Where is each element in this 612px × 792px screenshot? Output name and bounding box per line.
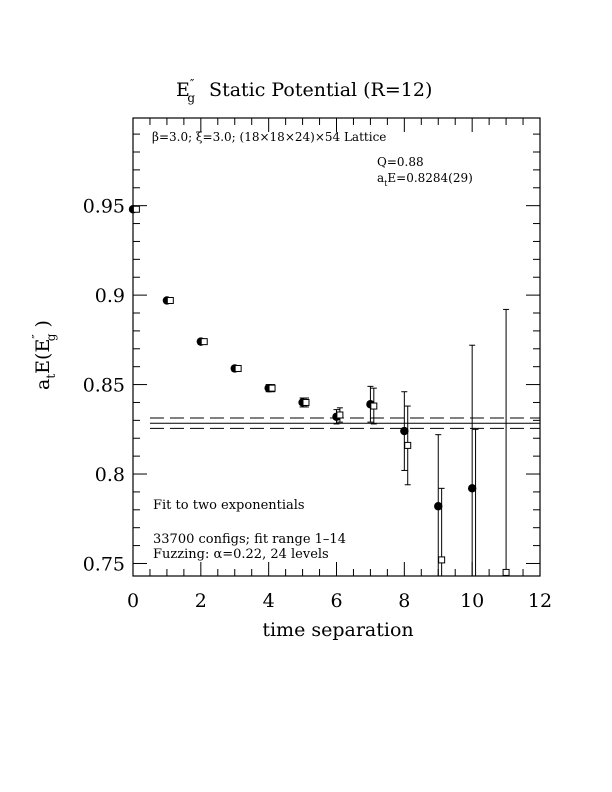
title-prime: ″ xyxy=(190,77,195,91)
y-tick-label: 0.95 xyxy=(83,196,125,218)
data-point-open xyxy=(438,556,446,564)
data-point-open xyxy=(404,441,412,449)
title-rest: Static Potential (R=12) xyxy=(209,79,432,101)
chart-title: E″ g Static Potential (R=12) xyxy=(176,77,432,105)
data-point-filled xyxy=(434,502,443,511)
data-point-open xyxy=(302,398,310,406)
ylabel-t: t xyxy=(44,374,58,379)
title-prefix: E xyxy=(176,79,190,101)
ylabel-e: E(E xyxy=(32,339,54,374)
ylabel-a: a xyxy=(32,379,54,390)
annotation-fit-value: atE=0.8284(29) xyxy=(377,171,473,188)
data-point-open xyxy=(166,296,174,304)
x-tick-label: 4 xyxy=(263,590,275,612)
y-tick-label: 0.9 xyxy=(95,285,125,307)
annotation-fit-desc: Fit to two exponentials xyxy=(153,498,305,513)
x-tick-label: 10 xyxy=(460,590,484,612)
annotation-q: Q=0.88 xyxy=(377,155,424,169)
y-tick-label: 0.8 xyxy=(95,464,125,486)
x-tick-label: 2 xyxy=(195,590,207,612)
data-point-open xyxy=(234,364,242,372)
ylabel-g: g xyxy=(44,333,58,341)
x-tick-label: 6 xyxy=(330,590,342,612)
data-point-filled xyxy=(400,426,409,436)
y-tick-label: 0.75 xyxy=(83,553,125,575)
fit-rest: E=0.8284(29) xyxy=(387,171,472,185)
title-sub: g xyxy=(187,91,195,105)
data-point-open xyxy=(336,411,344,419)
y-axis-label: atE(E″g) xyxy=(30,320,58,390)
x-tick-label: 0 xyxy=(127,590,139,612)
ylabel-prime: ″ xyxy=(30,334,44,339)
plot-area: 0 2 4 6 8 10 12 0.75 0.8 0.85 0.9 0.95 xyxy=(83,117,552,612)
annotation-fuzzing: Fuzzing: α=0.22, 24 levels xyxy=(153,547,329,562)
x-tick-label: 12 xyxy=(528,590,552,612)
x-axis-label: time separation xyxy=(262,619,413,641)
x-tick-label: 8 xyxy=(398,590,410,612)
data-point-filled xyxy=(467,484,477,493)
annotation-lattice: β=3.0; ξ=3.0; (18×18×24)×54 Lattice xyxy=(152,130,386,144)
data-point-open xyxy=(200,338,208,346)
y-tick-label: 0.85 xyxy=(83,375,125,397)
fit-t: t xyxy=(384,179,388,188)
ylabel-close: ) xyxy=(32,320,54,327)
data-point-open xyxy=(370,402,378,410)
fit-a: a xyxy=(377,171,384,185)
data-point-open xyxy=(268,384,276,392)
data-point-open xyxy=(132,205,140,213)
data-point-open xyxy=(502,568,510,576)
annotation-configs: 33700 configs; fit range 1–14 xyxy=(153,532,346,547)
